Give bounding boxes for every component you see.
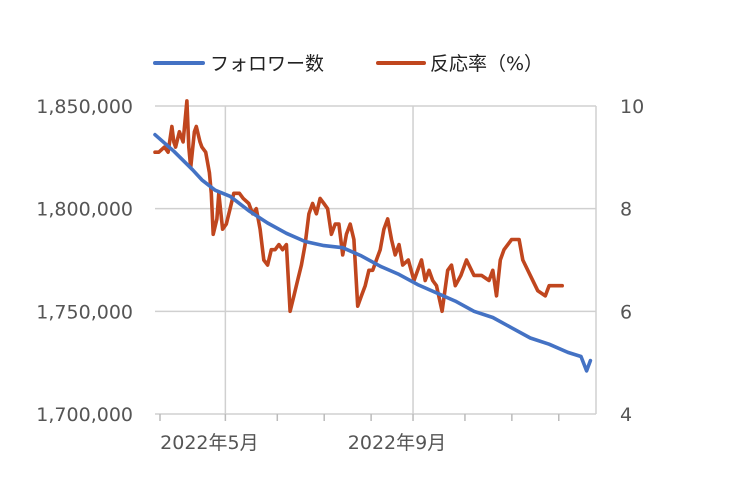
y-right-tick-label: 4 — [620, 404, 632, 426]
legend-label-followers: フォロワー数 — [210, 53, 324, 75]
legend: フォロワー数 反応率（%） — [153, 53, 543, 75]
y-left-tick-label: 1,700,000 — [36, 404, 133, 426]
y-right-tick-label: 6 — [620, 301, 632, 323]
series-line-reaction-rate — [153, 99, 564, 314]
axis-layer: 1,700,000 1,750,000 1,800,000 1,850,000 4 6 8 1… — [36, 96, 644, 454]
y-left-tick-label: 1,850,000 — [36, 96, 133, 118]
x-tick-label: 2022年5月 — [160, 432, 258, 454]
y-right-tick-label: 10 — [620, 96, 644, 118]
y-left-tick-label: 1,800,000 — [36, 199, 133, 221]
series-line-followers — [153, 132, 593, 373]
y-left-tick-label: 1,750,000 — [36, 301, 133, 323]
x-tick-label: 2022年9月 — [348, 432, 446, 454]
y-right-tick-label: 8 — [620, 199, 632, 221]
series-layer — [153, 99, 593, 373]
legend-label-reaction-rate: 反応率（%） — [430, 53, 543, 75]
